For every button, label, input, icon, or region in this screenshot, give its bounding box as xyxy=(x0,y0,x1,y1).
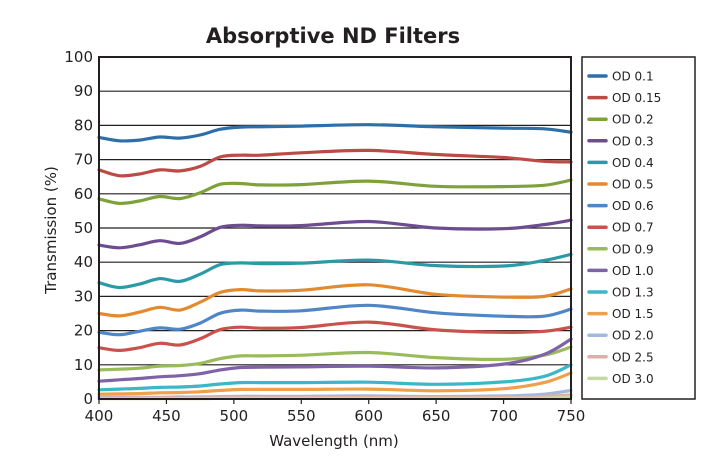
y-tick-label: 50 xyxy=(74,219,93,237)
legend-label: OD 0.5 xyxy=(612,178,654,192)
legend-label: OD 3.0 xyxy=(612,372,654,386)
series-line-od-0-15 xyxy=(97,148,573,178)
series-line-od-0-5 xyxy=(97,283,573,318)
x-tick-label: 600 xyxy=(354,407,383,425)
series-line-od-0-9 xyxy=(97,345,573,372)
series-line-od-0-7 xyxy=(97,320,573,352)
y-tick-label: 90 xyxy=(74,82,93,100)
legend-label: OD 0.7 xyxy=(612,221,654,235)
y-tick-label: 10 xyxy=(74,356,93,374)
plot-area-frame xyxy=(98,56,572,400)
series-line-od-1-5 xyxy=(97,371,573,396)
x-tick-label: 700 xyxy=(489,407,518,425)
x-tick-label: 500 xyxy=(220,407,249,425)
y-tick-label: 20 xyxy=(74,322,93,340)
legend-label: OD 1.5 xyxy=(612,307,654,321)
x-tick-label: 750 xyxy=(557,407,586,425)
chart-title: Absorptive ND Filters xyxy=(206,24,460,48)
legend-label: OD 0.3 xyxy=(612,134,654,148)
series-line-od-1-3 xyxy=(97,363,573,392)
series-line-od-0-2 xyxy=(97,178,573,206)
legend-label: OD 2.0 xyxy=(612,329,654,343)
y-tick-label: 60 xyxy=(74,185,93,203)
legend: OD 0.1 OD 0.15 OD 0.2 OD 0.3 OD 0.4 OD 0.5 OD … xyxy=(581,56,696,400)
y-tick-label: 40 xyxy=(74,253,93,271)
x-tick-label: 450 xyxy=(152,407,181,425)
y-axis-label: Transmission (%) xyxy=(42,166,60,295)
series-line-od-0-6 xyxy=(97,303,573,337)
series-line-od-0-4 xyxy=(97,252,573,290)
y-tick-label: 70 xyxy=(74,151,93,169)
y-tick-label: 0 xyxy=(83,390,93,408)
legend-label: OD 0.2 xyxy=(612,113,654,127)
x-axis-ticks: 400 450 500 550 600 650 700 750 xyxy=(85,399,586,425)
legend-label: OD 0.4 xyxy=(612,156,654,170)
series-line-od-1-0 xyxy=(97,337,573,383)
series-line-od-0-1 xyxy=(97,123,573,143)
legend-label: OD 0.9 xyxy=(612,242,654,256)
y-tick-label: 100 xyxy=(64,48,93,66)
y-tick-label: 30 xyxy=(74,287,93,305)
legend-frame xyxy=(581,56,696,400)
series-line-od-0-3 xyxy=(97,218,573,250)
y-axis-ticks: 0 10 20 30 40 50 60 70 80 90 100 xyxy=(64,48,93,408)
legend-label: OD 1.0 xyxy=(612,264,654,278)
series-lines xyxy=(97,123,573,401)
y-tick-label: 80 xyxy=(74,116,93,134)
legend-label: OD 2.5 xyxy=(612,350,654,364)
x-tick-label: 650 xyxy=(422,407,451,425)
legend-label: OD 0.6 xyxy=(612,199,654,213)
x-axis-label: Wavelength (nm) xyxy=(269,432,399,450)
legend-label: OD 0.15 xyxy=(612,91,661,105)
x-tick-label: 400 xyxy=(85,407,114,425)
legend-label: OD 1.3 xyxy=(612,286,654,300)
x-tick-label: 550 xyxy=(287,407,316,425)
legend-label: OD 0.1 xyxy=(612,70,654,84)
